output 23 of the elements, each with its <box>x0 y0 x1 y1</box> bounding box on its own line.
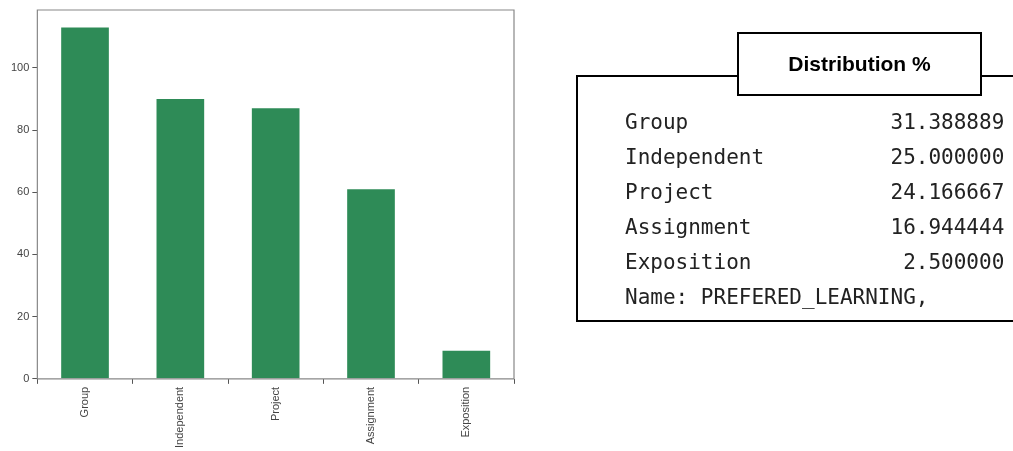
y-tick-label: 60 <box>17 185 30 198</box>
y-tick-label: 100 <box>10 60 30 73</box>
bar <box>442 350 491 379</box>
y-tick-label: 80 <box>17 123 30 136</box>
x-tick-label: Independent <box>173 386 186 448</box>
text: Project 24.166667 <box>625 179 1005 206</box>
bar <box>61 27 109 379</box>
text: Group 31.388889 <box>625 109 1005 136</box>
text: Distribution % <box>737 32 982 96</box>
bar <box>347 189 395 379</box>
x-tick-label: Project <box>268 386 281 422</box>
x-tick-label: Assignment <box>364 386 377 445</box>
bar <box>251 108 300 379</box>
text: Exposition 2.500000 <box>625 249 1005 276</box>
y-tick-label: 40 <box>17 247 30 260</box>
y-tick-label: 0 <box>23 371 30 384</box>
y-tick-label: 20 <box>17 309 30 322</box>
text: Independent 25.000000 <box>625 144 1005 171</box>
text: Name: PREFERED_LEARNING, <box>625 284 930 311</box>
x-tick-label: Exposition <box>459 386 472 438</box>
bar <box>156 98 205 379</box>
x-tick-label: Group <box>78 386 91 418</box>
text: Assignment 16.944444 <box>625 214 1005 241</box>
